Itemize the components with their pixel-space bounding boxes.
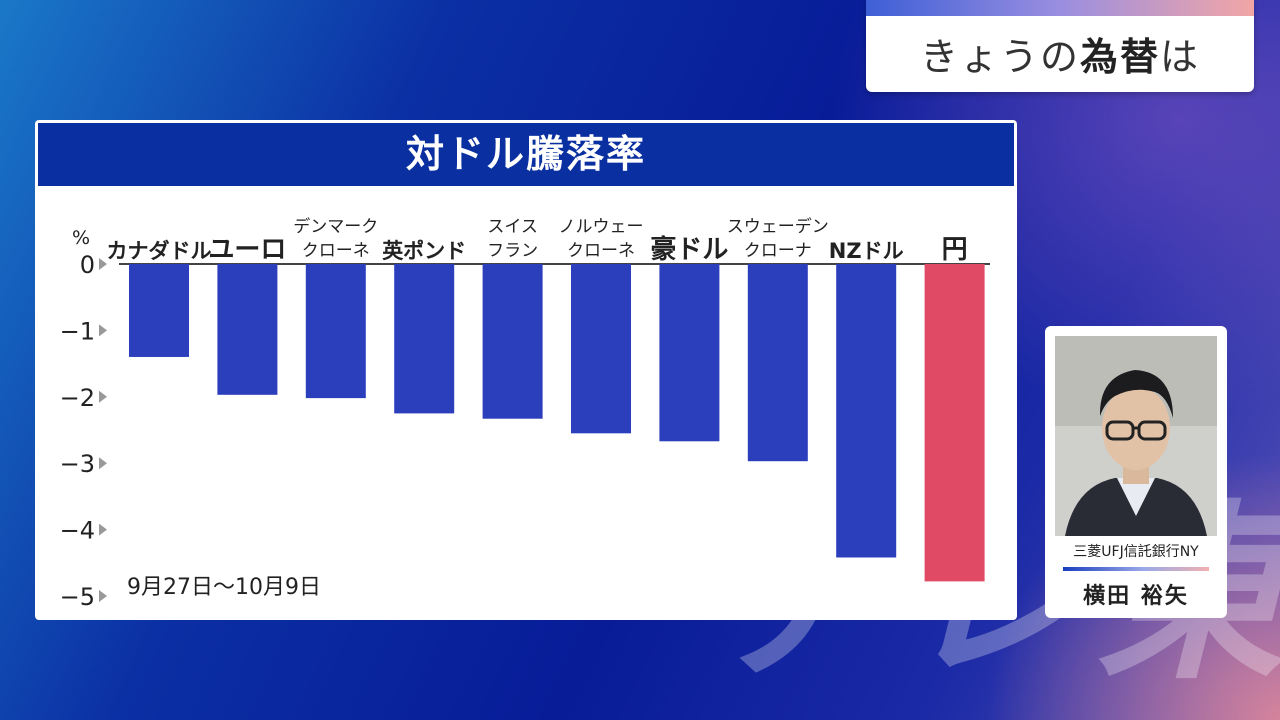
period-note: 9月27日〜10月9日 bbox=[127, 575, 321, 600]
topic-accent-strip bbox=[866, 0, 1254, 16]
y-axis-unit: % bbox=[72, 227, 90, 249]
bar bbox=[924, 264, 985, 582]
y-tick-label: −4 bbox=[60, 517, 95, 545]
y-tick-marker bbox=[99, 523, 107, 536]
category-label: 豪ドル bbox=[650, 234, 728, 265]
y-tick-label: −2 bbox=[60, 384, 95, 412]
commentator-organization: 三菱UFJ信託銀行NY bbox=[1073, 544, 1199, 560]
category-label: 円 bbox=[942, 235, 968, 265]
category-label: スイスフラン bbox=[487, 217, 538, 261]
bar bbox=[217, 264, 278, 395]
commentator-photo bbox=[1055, 336, 1217, 536]
bar bbox=[394, 264, 455, 414]
bar bbox=[482, 264, 543, 419]
y-tick-label: −1 bbox=[60, 317, 95, 345]
chart-title: 対ドル騰落率 bbox=[38, 123, 1014, 186]
y-tick-marker bbox=[99, 324, 107, 337]
y-tick-label: 0 bbox=[80, 251, 95, 279]
person-avatar-icon bbox=[1055, 336, 1217, 536]
bar bbox=[747, 264, 808, 462]
topic-suffix: は bbox=[1160, 35, 1201, 79]
commentator-divider bbox=[1063, 567, 1209, 571]
y-tick-label: −3 bbox=[60, 450, 95, 478]
category-label: ユーロ bbox=[208, 235, 286, 265]
bar bbox=[571, 264, 631, 434]
category-label: デンマーククローネ bbox=[293, 216, 378, 261]
topic-title: きょうの為替は bbox=[866, 26, 1254, 81]
category-label: ノルウェークローネ bbox=[559, 217, 644, 261]
commentator-name: 横田 裕矢 bbox=[1083, 584, 1189, 609]
bar bbox=[129, 264, 189, 357]
y-tick-marker bbox=[99, 457, 107, 470]
category-label: 英ポンド bbox=[382, 239, 466, 263]
category-label: NZドル bbox=[829, 239, 904, 263]
y-tick-marker bbox=[99, 390, 107, 403]
bar bbox=[659, 264, 720, 442]
topic-keyword: 為替 bbox=[1079, 35, 1160, 79]
y-tick-marker bbox=[99, 590, 107, 602]
bar bbox=[836, 264, 897, 558]
category-label: スウェーデンクローナ bbox=[727, 216, 829, 261]
category-label: カナダドル bbox=[107, 239, 212, 263]
y-tick-label: −5 bbox=[60, 583, 95, 611]
chart-panel: 対ドル騰落率 % 0 −1 −2 −3 −4 −5 カナダドル ユーロ デンマーククローネ 英ポンド… bbox=[35, 120, 1017, 620]
y-tick-marker bbox=[99, 258, 107, 270]
commentator-card: 三菱UFJ信託銀行NY 横田 裕矢 bbox=[1045, 326, 1227, 618]
topic-prefix: きょうの bbox=[919, 35, 1080, 79]
topic-box: きょうの為替は bbox=[866, 0, 1254, 92]
bar bbox=[305, 264, 366, 399]
